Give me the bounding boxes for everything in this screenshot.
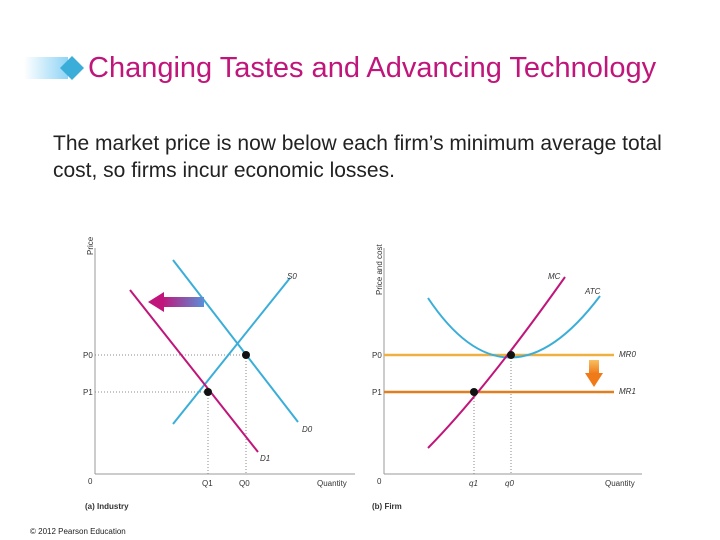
firm-equilibrium-point-0 xyxy=(507,351,515,359)
industry-tick-q1: Q1 xyxy=(202,479,213,488)
page-subtitle: The market price is now below each firm’… xyxy=(53,132,662,182)
firm-equilibrium-point-1 xyxy=(470,388,478,396)
industry-caption: (a) Industry xyxy=(85,502,129,511)
page-title: Changing Tastes and Advancing Technology xyxy=(88,52,657,84)
series-label-d0: D0 xyxy=(302,425,313,434)
industry-origin-label: 0 xyxy=(88,477,93,486)
title-bullet-icon xyxy=(24,56,84,80)
firm-origin-label: 0 xyxy=(377,477,382,486)
firm-tick-q0: q0 xyxy=(505,479,514,488)
mr-shift-down-arrow-icon xyxy=(585,360,603,387)
firm-x-label: Quantity xyxy=(605,479,635,488)
firm-tick-p0: P0 xyxy=(372,351,382,360)
series-label-mr0: MR0 xyxy=(619,350,636,359)
industry-chart: Price Quantity 0 (a) Industry P0 P1 Q1 Q… xyxy=(83,236,355,511)
supply-curve-s0 xyxy=(172,259,299,423)
atc-curve xyxy=(427,295,601,359)
series-label-s0: S0 xyxy=(287,272,297,281)
demand-curve-d0 xyxy=(172,277,291,425)
firm-y-label: Price and cost xyxy=(375,244,384,295)
industry-x-label: Quantity xyxy=(317,479,347,488)
industry-tick-p1: P1 xyxy=(83,388,93,397)
series-label-mc: MC xyxy=(548,272,561,281)
firm-tick-p1: P1 xyxy=(372,388,382,397)
mc-curve xyxy=(427,276,566,449)
industry-equilibrium-point-0 xyxy=(242,351,250,359)
firm-chart: Price and cost Quantity 0 (b) Firm P0 P1… xyxy=(372,244,642,511)
industry-tick-p0: P0 xyxy=(83,351,93,360)
industry-tick-q0: Q0 xyxy=(239,479,250,488)
series-label-mr1: MR1 xyxy=(619,387,636,396)
series-label-atc: ATC xyxy=(584,287,601,296)
series-label-d1: D1 xyxy=(260,454,270,463)
industry-equilibrium-point-1 xyxy=(204,388,212,396)
copyright-text: © 2012 Pearson Education xyxy=(30,527,126,536)
demand-curve-d1 xyxy=(129,289,259,453)
industry-y-label: Price xyxy=(86,236,95,255)
demand-shift-arrow-icon xyxy=(148,292,204,312)
firm-tick-q1: q1 xyxy=(469,479,478,488)
firm-caption: (b) Firm xyxy=(372,502,402,511)
